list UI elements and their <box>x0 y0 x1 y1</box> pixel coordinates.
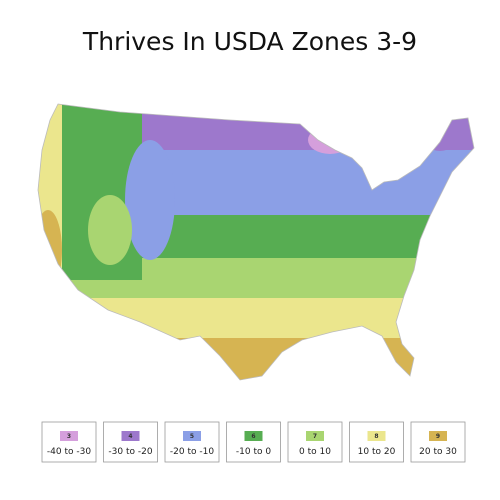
legend-range: -40 to -30 <box>47 447 91 457</box>
legend-swatch <box>306 431 324 441</box>
zone-patch <box>200 338 280 380</box>
legend-box <box>103 421 158 463</box>
legend-zone: 5 <box>190 433 194 440</box>
legend-box <box>410 421 466 463</box>
legend-zone: 4 <box>128 433 132 440</box>
legend-swatch <box>244 431 263 441</box>
legend-zone: 7 <box>313 433 317 440</box>
zone-patch <box>38 210 62 290</box>
legend-zone: 8 <box>374 433 378 440</box>
legend-swatch <box>429 431 447 441</box>
legend-zone: 6 <box>251 433 255 440</box>
legend-zone: 9 <box>436 433 440 440</box>
legend-range: 0 to 10 <box>299 447 331 457</box>
zone-map <box>38 104 474 380</box>
legend-swatch <box>60 431 78 441</box>
legend-box <box>349 421 404 463</box>
legend-swatch <box>367 431 386 441</box>
legend-range: 20 to 30 <box>419 447 457 457</box>
legend-box <box>287 421 343 463</box>
zone-patch <box>125 140 175 260</box>
legend-box <box>41 421 97 463</box>
zone-patch <box>422 119 458 151</box>
legend-range: -20 to -10 <box>170 447 214 457</box>
title: Thrives In USDA Zones 3-9 <box>82 27 417 56</box>
legend-range: -30 to -20 <box>108 447 152 457</box>
zone-patch <box>88 195 132 265</box>
legend-swatch <box>183 431 201 441</box>
zone-patch <box>308 126 352 154</box>
legend-box <box>164 421 220 463</box>
legend-box <box>226 421 281 463</box>
legend: 3 -40 to -30 4 -30 to -20 5 -20 to -10 6 -10 to… <box>41 421 466 463</box>
legend-zone: 3 <box>67 433 71 440</box>
legend-swatch <box>121 431 140 441</box>
legend-range: -10 to 0 <box>236 447 271 457</box>
legend-range: 10 to 20 <box>358 447 396 457</box>
map-outline <box>37 103 475 381</box>
